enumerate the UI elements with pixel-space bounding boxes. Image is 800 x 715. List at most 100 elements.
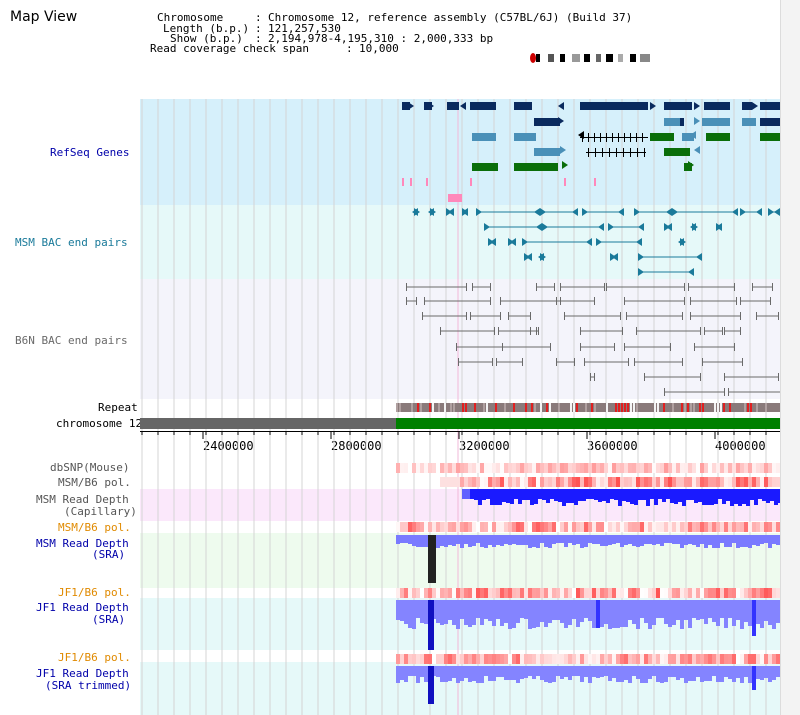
bac-end (440, 327, 441, 335)
bac-end (574, 358, 575, 366)
jf1-trim-depth-label-1[interactable]: JF1 Read Depth (36, 667, 129, 680)
msm-bac-label[interactable]: MSM BAC end pairs (15, 236, 128, 249)
pol-cell (480, 463, 484, 473)
pol-cell (600, 463, 604, 473)
pol-cell (524, 654, 528, 664)
depth-bar (612, 666, 616, 678)
pol-cell (608, 522, 612, 532)
pol-cell (668, 463, 672, 473)
ideogram-band (596, 54, 601, 62)
pol-cell (560, 588, 564, 598)
vertical-scrollbar[interactable] (780, 0, 800, 715)
msm-b6-pol-label-1[interactable]: MSM/B6 pol. (58, 476, 131, 489)
pol-cell (568, 654, 572, 664)
bac-end (428, 208, 434, 216)
pol-cell (608, 477, 612, 487)
pol-cell (476, 477, 480, 487)
pol-cell (764, 588, 768, 598)
depth-bar (750, 489, 754, 500)
pol-cell (468, 588, 472, 598)
depth-bar (676, 600, 680, 620)
dbsnp-label[interactable]: dbSNP(Mouse) (50, 461, 130, 474)
pol-cell (772, 463, 776, 473)
repeat-element (558, 403, 560, 412)
pol-cell (484, 522, 488, 532)
pol-cell (716, 463, 720, 473)
pol-cell (460, 588, 464, 598)
ideogram-band (548, 54, 554, 62)
pol-cell (736, 522, 740, 532)
jf1-sra-depth-label-1[interactable]: JF1 Read Depth (36, 601, 129, 614)
chromosome-bar-gray (140, 418, 396, 429)
bac-end (510, 238, 516, 246)
depth-bar (628, 666, 632, 683)
pol-cell (720, 463, 724, 473)
repeat-element (534, 403, 536, 412)
depth-bar (614, 489, 618, 500)
pol-cell (484, 463, 488, 473)
pol-cell (600, 477, 604, 487)
pol-cell (436, 463, 440, 473)
pol-cell (724, 588, 728, 598)
pol-cell (576, 477, 580, 487)
depth-bar (486, 489, 490, 499)
pol-cell (500, 477, 504, 487)
bac-end (542, 223, 548, 231)
pol-cell (528, 477, 532, 487)
jf1-pol-label-2[interactable]: JF1/B6 pol. (58, 651, 131, 664)
repeat-element (486, 403, 488, 412)
bac-end (502, 343, 503, 351)
pol-cell (620, 477, 624, 487)
depth-bar (648, 666, 652, 679)
repeat-element (672, 403, 674, 412)
depth-bar (748, 666, 752, 683)
depth-bar (564, 600, 568, 628)
pol-cell (616, 477, 620, 487)
pol-cell (496, 463, 500, 473)
pol-cell (444, 654, 448, 664)
b6n-bac-label[interactable]: B6N BAC end pairs (15, 334, 128, 347)
pol-cell (576, 522, 580, 532)
pol-cell (712, 522, 716, 532)
depth-bar (618, 489, 622, 506)
depth-bar (668, 666, 672, 677)
repeat-element (462, 403, 464, 412)
pol-cell (456, 654, 460, 664)
msm-b6-pol-label-2[interactable]: MSM/B6 pol. (58, 521, 131, 534)
refseq-genes-label[interactable]: RefSeq Genes (50, 146, 130, 159)
depth-bar (576, 666, 580, 676)
msm-sra-depth-label-1[interactable]: MSM Read Depth (36, 537, 129, 550)
depth-bar (436, 600, 440, 623)
pol-cell (548, 477, 552, 487)
pol-cell (508, 588, 512, 598)
pol-cell (624, 463, 628, 473)
ruler-tick-label: 2800000 (331, 439, 382, 453)
depth-bar (424, 666, 428, 682)
depth-bar (416, 535, 420, 547)
depth-bar (404, 535, 408, 543)
repeat-element (687, 403, 689, 412)
depth-bar (528, 666, 532, 676)
chromosome-key: Chromosome (157, 11, 224, 24)
jf1-pol-label-1[interactable]: JF1/B6 pol. (58, 586, 131, 599)
bac-end (470, 312, 471, 320)
depth-bar (628, 535, 632, 544)
msm-sra-depth-label-2: (SRA) (92, 548, 126, 561)
depth-bar (600, 600, 604, 627)
depth-bar (712, 535, 716, 548)
pol-cell (700, 654, 704, 664)
chromosome-track-label: chromosome 12 (56, 417, 143, 430)
pol-cell (428, 654, 432, 664)
repeat-element (429, 403, 431, 412)
depth-bar (444, 535, 448, 547)
pol-cell (752, 654, 756, 664)
pol-cell (532, 588, 536, 598)
pol-cell (416, 522, 420, 532)
pol-cell (688, 463, 692, 473)
depth-bar (714, 489, 718, 504)
pol-cell (528, 588, 532, 598)
pol-cell (772, 522, 776, 532)
msm-cap-depth-label-1[interactable]: MSM Read Depth (36, 493, 129, 506)
bac-end (728, 388, 729, 396)
arrow (694, 117, 700, 125)
